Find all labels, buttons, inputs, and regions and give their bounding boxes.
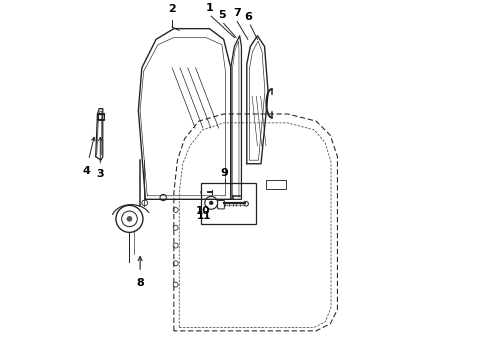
- Text: 10: 10: [196, 206, 211, 216]
- Text: 3: 3: [97, 170, 104, 179]
- Bar: [98, 113, 104, 120]
- FancyBboxPatch shape: [218, 201, 224, 209]
- Circle shape: [126, 216, 132, 222]
- Text: 1: 1: [206, 3, 213, 13]
- Text: 2: 2: [168, 4, 176, 14]
- Text: 6: 6: [245, 12, 252, 22]
- Bar: [200, 183, 256, 224]
- Text: 7: 7: [233, 8, 241, 18]
- Text: 8: 8: [136, 278, 144, 288]
- Text: 4: 4: [83, 166, 91, 176]
- Text: 9: 9: [220, 168, 228, 178]
- Bar: [267, 180, 286, 189]
- Circle shape: [209, 201, 213, 205]
- Text: 11: 11: [197, 211, 211, 221]
- Text: 5: 5: [218, 10, 226, 20]
